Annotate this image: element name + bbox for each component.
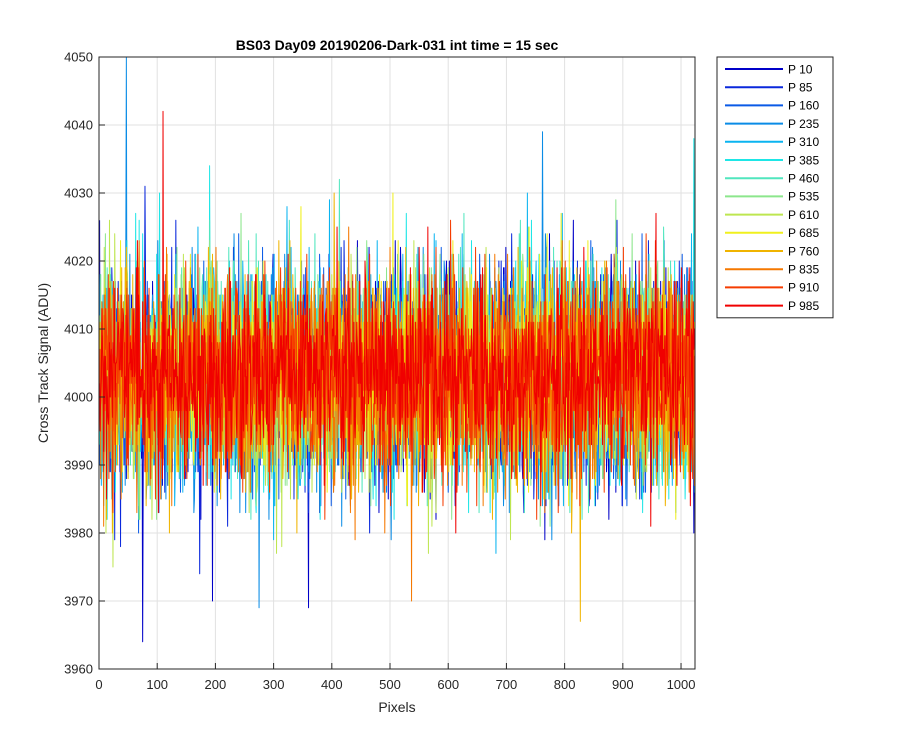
- y-tick-label: 4030: [64, 186, 93, 201]
- x-tick-label: 900: [612, 677, 634, 692]
- x-tick-label: 800: [554, 677, 576, 692]
- legend-label: P 235: [788, 117, 819, 131]
- legend-label: P 985: [788, 299, 819, 313]
- legend-label: P 760: [788, 244, 819, 258]
- y-tick-label: 3970: [64, 594, 93, 609]
- y-tick-label: 4040: [64, 118, 93, 133]
- x-tick-label: 300: [263, 677, 285, 692]
- x-tick-label: 700: [496, 677, 518, 692]
- y-axis-label: Cross Track Signal (ADU): [35, 283, 51, 443]
- legend-label: P 535: [788, 190, 819, 204]
- legend-label: P 610: [788, 208, 819, 222]
- x-tick-label: 1000: [667, 677, 696, 692]
- x-tick-label: 600: [437, 677, 459, 692]
- legend-label: P 85: [788, 81, 813, 95]
- legend-label: P 310: [788, 135, 819, 149]
- legend-label: P 835: [788, 263, 819, 277]
- series-group: [99, 57, 695, 643]
- series-line: [99, 110, 695, 534]
- y-tick-label: 4050: [64, 50, 93, 65]
- x-tick-label: 400: [321, 677, 343, 692]
- y-tick-label: 3990: [64, 458, 93, 473]
- y-tick-label: 4020: [64, 254, 93, 269]
- legend-label: P 910: [788, 281, 819, 295]
- legend-label: P 160: [788, 99, 819, 113]
- legend-label: P 10: [788, 62, 813, 76]
- y-tick-label: 4000: [64, 390, 93, 405]
- legend-label: P 385: [788, 153, 819, 167]
- chart-title: BS03 Day09 20190206-Dark-031 int time = …: [236, 37, 559, 53]
- legend: P 10 P 85 P 160 P 235 P 310 P 385 P 460 P 535 P …: [716, 56, 834, 319]
- ticks: 0 100 200 300 400 500 600 700 800 900 1000 3960 3970…: [64, 50, 695, 693]
- y-tick-label: 3960: [64, 662, 93, 677]
- x-tick-label: 500: [379, 677, 401, 692]
- legend-box: [716, 56, 834, 319]
- y-tick-label: 4010: [64, 322, 93, 337]
- legend-label: P 460: [788, 172, 819, 186]
- legend-label: P 685: [788, 226, 819, 240]
- x-axis-label: Pixels: [378, 699, 415, 715]
- plot-frame: [98, 56, 696, 670]
- x-tick-label: 0: [95, 677, 102, 692]
- x-tick-label: 100: [146, 677, 168, 692]
- x-tick-label: 200: [205, 677, 227, 692]
- y-tick-label: 3980: [64, 526, 93, 541]
